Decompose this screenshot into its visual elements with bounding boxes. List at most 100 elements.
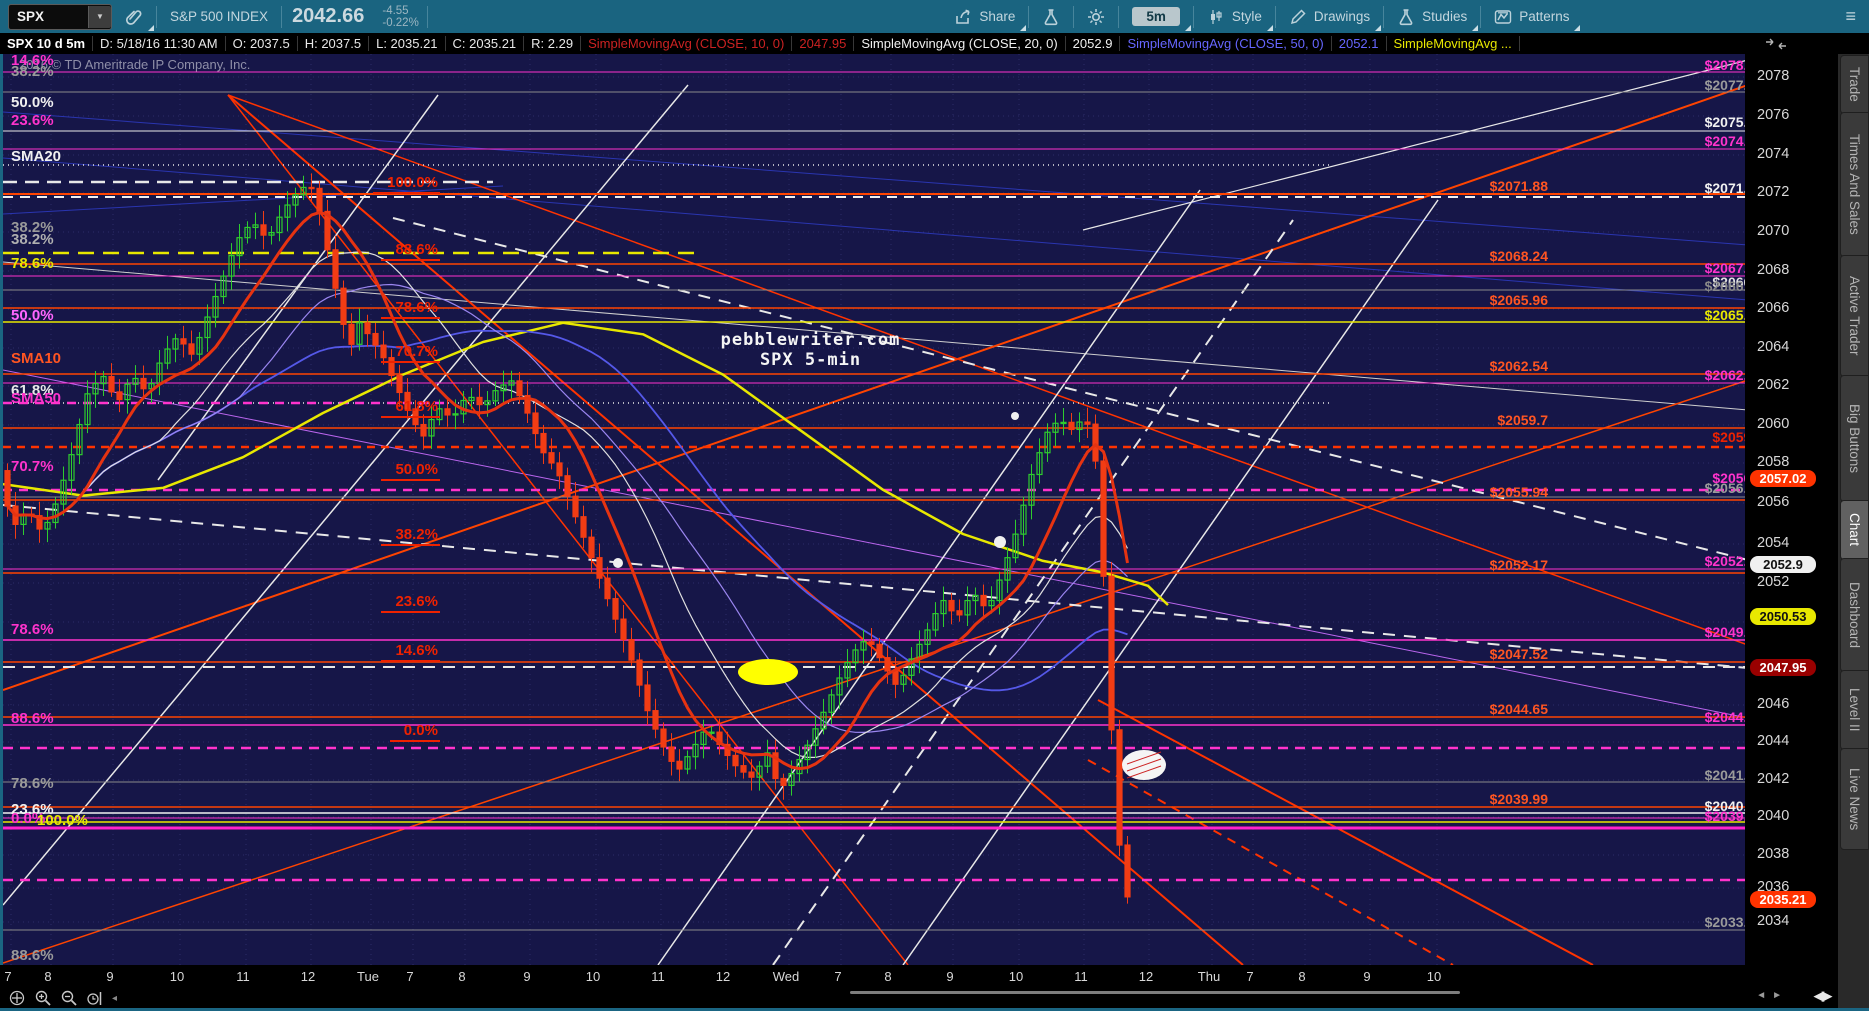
horizontal-scrollbar[interactable] xyxy=(850,991,1460,994)
ma-curve-10 xyxy=(6,210,1129,771)
candle-down xyxy=(404,391,411,410)
candle-down xyxy=(548,452,555,464)
candle-down xyxy=(644,684,651,712)
studies-button[interactable]: Studies xyxy=(1384,0,1480,33)
header-cell: 2052.1 xyxy=(1332,36,1387,51)
time-axis-settings-icon[interactable] xyxy=(86,989,104,1007)
header-cell: D: 5/18/16 11:30 AM xyxy=(93,36,226,51)
axis-tick: 2040 xyxy=(1757,808,1790,824)
candle-up xyxy=(172,338,179,350)
candle-down xyxy=(668,746,675,762)
scroll-arrows[interactable]: ◄► xyxy=(1756,990,1788,1001)
candle-up xyxy=(756,765,763,778)
time-label: 11 xyxy=(1074,969,1088,984)
patterns-button[interactable]: Patterns xyxy=(1481,0,1582,33)
header-cell: 2047.95 xyxy=(792,36,855,51)
zoom-in-icon[interactable] xyxy=(34,989,52,1007)
candle-down xyxy=(524,395,531,414)
maximize-panel-icon[interactable] xyxy=(1763,35,1789,53)
trend-line xyxy=(227,94,909,965)
tab-chart[interactable]: Chart xyxy=(1840,500,1869,560)
appearance-button[interactable] xyxy=(1074,0,1118,33)
bottom-toolbar: ◂ ◄► ◀▶ xyxy=(0,988,1838,1008)
candle-up xyxy=(124,383,131,401)
axis-tick: 2072 xyxy=(1757,184,1790,200)
price-bubble: 2047.95 xyxy=(1750,659,1816,676)
time-axis[interactable]: 7 8 9 10 11 12 Tue 7 8 9 10 11 12 Wed 7 8 9 10 11 12 Thu 7 8 9 1… xyxy=(0,965,1838,988)
trend-line xyxy=(3,504,1748,669)
chevron-down-icon[interactable]: ▼ xyxy=(88,5,111,28)
candle-down xyxy=(1084,421,1091,425)
candle-down xyxy=(476,396,483,406)
candle-down xyxy=(980,594,987,607)
candle-up xyxy=(428,418,435,437)
link-paperclip-button[interactable] xyxy=(112,0,156,33)
expand-axis-icon[interactable]: ◀▶ xyxy=(1814,988,1832,1003)
candle-up xyxy=(300,186,307,196)
symbol-dropdown[interactable]: SPX ▼ xyxy=(8,3,112,30)
trend-line xyxy=(1082,59,1748,231)
tab-big-buttons[interactable]: Big Buttons xyxy=(1840,375,1869,502)
candle-up xyxy=(84,393,91,426)
axis-tick: 2038 xyxy=(1757,846,1790,862)
candle-up xyxy=(1028,473,1035,506)
zoom-out-icon[interactable] xyxy=(60,989,78,1007)
collapse-left-icon[interactable]: ◂ xyxy=(112,992,118,1004)
trend-line xyxy=(3,111,1748,246)
time-label: 10 xyxy=(585,969,601,984)
share-button[interactable]: Share xyxy=(941,0,1028,33)
time-label: 12 xyxy=(715,969,731,984)
candle-down xyxy=(420,423,427,437)
trend-line xyxy=(657,189,1201,965)
candle-up xyxy=(828,694,835,713)
tab-active-trader[interactable]: Active Trader xyxy=(1840,255,1869,377)
candle-up xyxy=(852,649,859,664)
candle-up xyxy=(236,237,243,257)
candle-up xyxy=(1060,421,1067,425)
menu-button[interactable]: ≡ xyxy=(1845,6,1856,26)
price-chart[interactable] xyxy=(3,54,1748,965)
candle-down xyxy=(516,380,523,397)
candle-down xyxy=(580,516,587,538)
candle-up xyxy=(1052,422,1059,433)
chart-panel[interactable]: 2016 © TD Ameritrade IP Company, Inc. pe… xyxy=(0,53,1763,965)
axis-tick: 2070 xyxy=(1757,223,1790,239)
tab-trade[interactable]: Trade xyxy=(1840,55,1869,114)
candle-down xyxy=(348,323,355,345)
time-label: 9 xyxy=(106,969,114,984)
candle-up xyxy=(468,396,475,402)
price-axis[interactable]: 2078 2076 2074 2072 2070 2068 2066 2064 2062 2060… xyxy=(1745,54,1838,1011)
candle-down xyxy=(1116,729,1123,846)
time-label: 9 xyxy=(946,969,954,984)
time-label: 8 xyxy=(884,969,892,984)
time-label: 10 xyxy=(1008,969,1024,984)
time-label: 7 xyxy=(406,969,414,984)
tab-live-news[interactable]: Live News xyxy=(1840,748,1869,850)
candle-down xyxy=(308,186,315,190)
candle-down xyxy=(676,760,683,770)
tab-times-and-sales[interactable]: Times And Sales xyxy=(1840,112,1869,257)
tab-dashboard[interactable]: Dashboard xyxy=(1840,558,1869,672)
pan-tool-icon[interactable] xyxy=(8,989,26,1007)
ma-curve-yellow xyxy=(3,321,1169,606)
candle-down xyxy=(884,657,891,672)
drawings-button[interactable]: Drawings xyxy=(1276,0,1383,33)
trend-line xyxy=(1087,759,1454,965)
onDemand-button[interactable] xyxy=(1029,0,1073,33)
candle-up xyxy=(996,579,1003,602)
chart-header: SPX 10 d 5m D: 5/18/16 11:30 AM O: 2037.5 H… xyxy=(0,33,1869,54)
header-cell: SimpleMovingAvg ... xyxy=(1387,36,1520,51)
trend-line xyxy=(3,261,1748,411)
tab-level-ii[interactable]: Level II xyxy=(1840,670,1869,750)
timeframe-button[interactable]: 5m xyxy=(1119,0,1193,33)
candle-up xyxy=(284,204,291,218)
pattern-zigzag-icon xyxy=(1495,9,1512,24)
style-button[interactable]: Style xyxy=(1194,0,1275,33)
candle-down xyxy=(388,357,395,376)
candle-up xyxy=(92,383,99,395)
candle-down xyxy=(868,641,875,645)
time-label: 8 xyxy=(458,969,466,984)
candle-down xyxy=(876,643,883,659)
candle-up xyxy=(244,226,251,239)
candle-up xyxy=(788,772,795,786)
